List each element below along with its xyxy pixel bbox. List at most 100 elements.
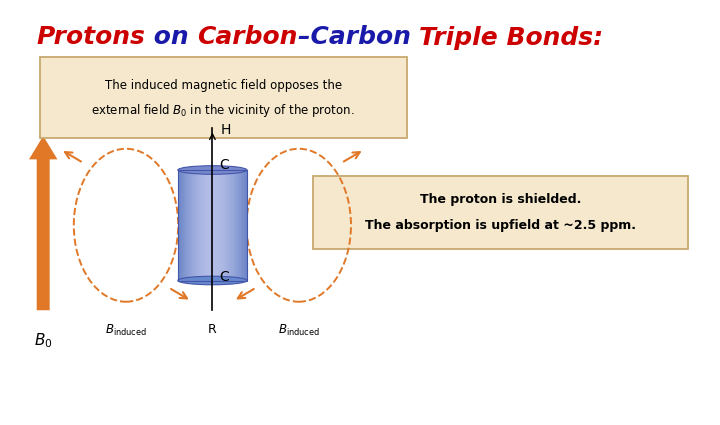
Bar bbox=[186, 170, 187, 280]
Bar bbox=[237, 170, 238, 280]
Bar bbox=[238, 170, 240, 280]
Bar bbox=[191, 170, 192, 280]
Bar bbox=[208, 170, 209, 280]
Bar bbox=[215, 170, 216, 280]
FancyBboxPatch shape bbox=[40, 57, 407, 138]
Bar bbox=[235, 170, 236, 280]
Bar bbox=[228, 170, 229, 280]
Bar bbox=[198, 170, 199, 280]
Bar bbox=[235, 170, 237, 280]
Bar bbox=[217, 170, 218, 280]
Bar bbox=[190, 170, 192, 280]
Bar bbox=[216, 170, 217, 280]
Bar bbox=[192, 170, 194, 280]
Bar bbox=[245, 170, 246, 280]
Bar bbox=[195, 170, 197, 280]
Bar bbox=[225, 170, 227, 280]
Bar bbox=[242, 170, 243, 280]
Text: on: on bbox=[145, 26, 197, 49]
Bar bbox=[184, 170, 186, 280]
Bar bbox=[202, 170, 203, 280]
Bar bbox=[201, 170, 202, 280]
Bar bbox=[228, 170, 229, 280]
Bar bbox=[236, 170, 238, 280]
Bar bbox=[234, 170, 235, 280]
Bar bbox=[222, 170, 223, 280]
Text: Carbon: Carbon bbox=[197, 26, 297, 49]
Bar bbox=[205, 170, 207, 280]
Bar bbox=[182, 170, 184, 280]
Bar bbox=[206, 170, 207, 280]
Bar bbox=[189, 170, 190, 280]
Bar bbox=[232, 170, 233, 280]
Bar bbox=[243, 170, 245, 280]
Bar bbox=[207, 170, 209, 280]
Bar bbox=[212, 170, 213, 280]
Text: C: C bbox=[220, 158, 230, 172]
Bar bbox=[246, 170, 247, 280]
Bar bbox=[187, 170, 189, 280]
Bar bbox=[180, 170, 181, 280]
Ellipse shape bbox=[178, 276, 247, 285]
Bar bbox=[233, 170, 235, 280]
Bar bbox=[220, 170, 221, 280]
Bar bbox=[214, 170, 215, 280]
Bar bbox=[224, 170, 225, 280]
Bar bbox=[204, 170, 205, 280]
Bar bbox=[182, 170, 183, 280]
Bar bbox=[240, 170, 242, 280]
Bar bbox=[212, 170, 214, 280]
Bar bbox=[199, 170, 200, 280]
Bar bbox=[194, 170, 196, 280]
Bar bbox=[179, 170, 180, 280]
Bar bbox=[192, 170, 193, 280]
Bar bbox=[178, 170, 179, 280]
Text: $\mathit{B}_0$: $\mathit{B}_0$ bbox=[34, 332, 53, 350]
Bar bbox=[233, 170, 234, 280]
Text: The absorption is upfield at ~2.5 ppm.: The absorption is upfield at ~2.5 ppm. bbox=[365, 219, 636, 232]
Bar bbox=[231, 170, 233, 280]
Bar bbox=[243, 170, 244, 280]
Bar bbox=[184, 170, 185, 280]
Bar bbox=[210, 170, 211, 280]
Bar bbox=[203, 170, 204, 280]
Bar bbox=[210, 170, 212, 280]
Bar bbox=[197, 170, 198, 280]
Bar bbox=[226, 170, 228, 280]
Bar bbox=[231, 170, 232, 280]
Bar bbox=[179, 170, 181, 280]
Bar bbox=[227, 170, 228, 280]
Bar bbox=[225, 170, 226, 280]
Bar bbox=[202, 170, 203, 280]
FancyBboxPatch shape bbox=[313, 176, 688, 249]
Text: $\mathit{B}_\mathrm{induced}$: $\mathit{B}_\mathrm{induced}$ bbox=[105, 323, 147, 338]
Bar bbox=[238, 170, 239, 280]
Bar bbox=[221, 170, 222, 280]
Bar bbox=[230, 170, 231, 280]
Bar bbox=[185, 170, 186, 280]
Bar bbox=[179, 170, 180, 280]
Bar bbox=[189, 170, 191, 280]
Bar bbox=[185, 170, 186, 280]
Bar bbox=[181, 170, 183, 280]
Ellipse shape bbox=[178, 166, 247, 174]
Bar bbox=[181, 170, 182, 280]
Bar bbox=[199, 170, 200, 280]
Bar bbox=[234, 170, 235, 280]
Bar bbox=[211, 170, 212, 280]
Bar bbox=[222, 170, 224, 280]
Bar bbox=[202, 170, 204, 280]
Text: R: R bbox=[208, 323, 217, 336]
Bar bbox=[222, 170, 223, 280]
Bar bbox=[199, 170, 201, 280]
Bar bbox=[239, 170, 240, 280]
Bar bbox=[205, 170, 206, 280]
Bar bbox=[237, 170, 238, 280]
Bar bbox=[183, 170, 184, 280]
Text: Protons: Protons bbox=[36, 26, 145, 49]
Bar bbox=[207, 170, 208, 280]
Text: Triple Bonds:: Triple Bonds: bbox=[419, 26, 603, 49]
Bar bbox=[178, 170, 247, 280]
Bar bbox=[220, 170, 222, 280]
Text: H: H bbox=[221, 123, 231, 136]
